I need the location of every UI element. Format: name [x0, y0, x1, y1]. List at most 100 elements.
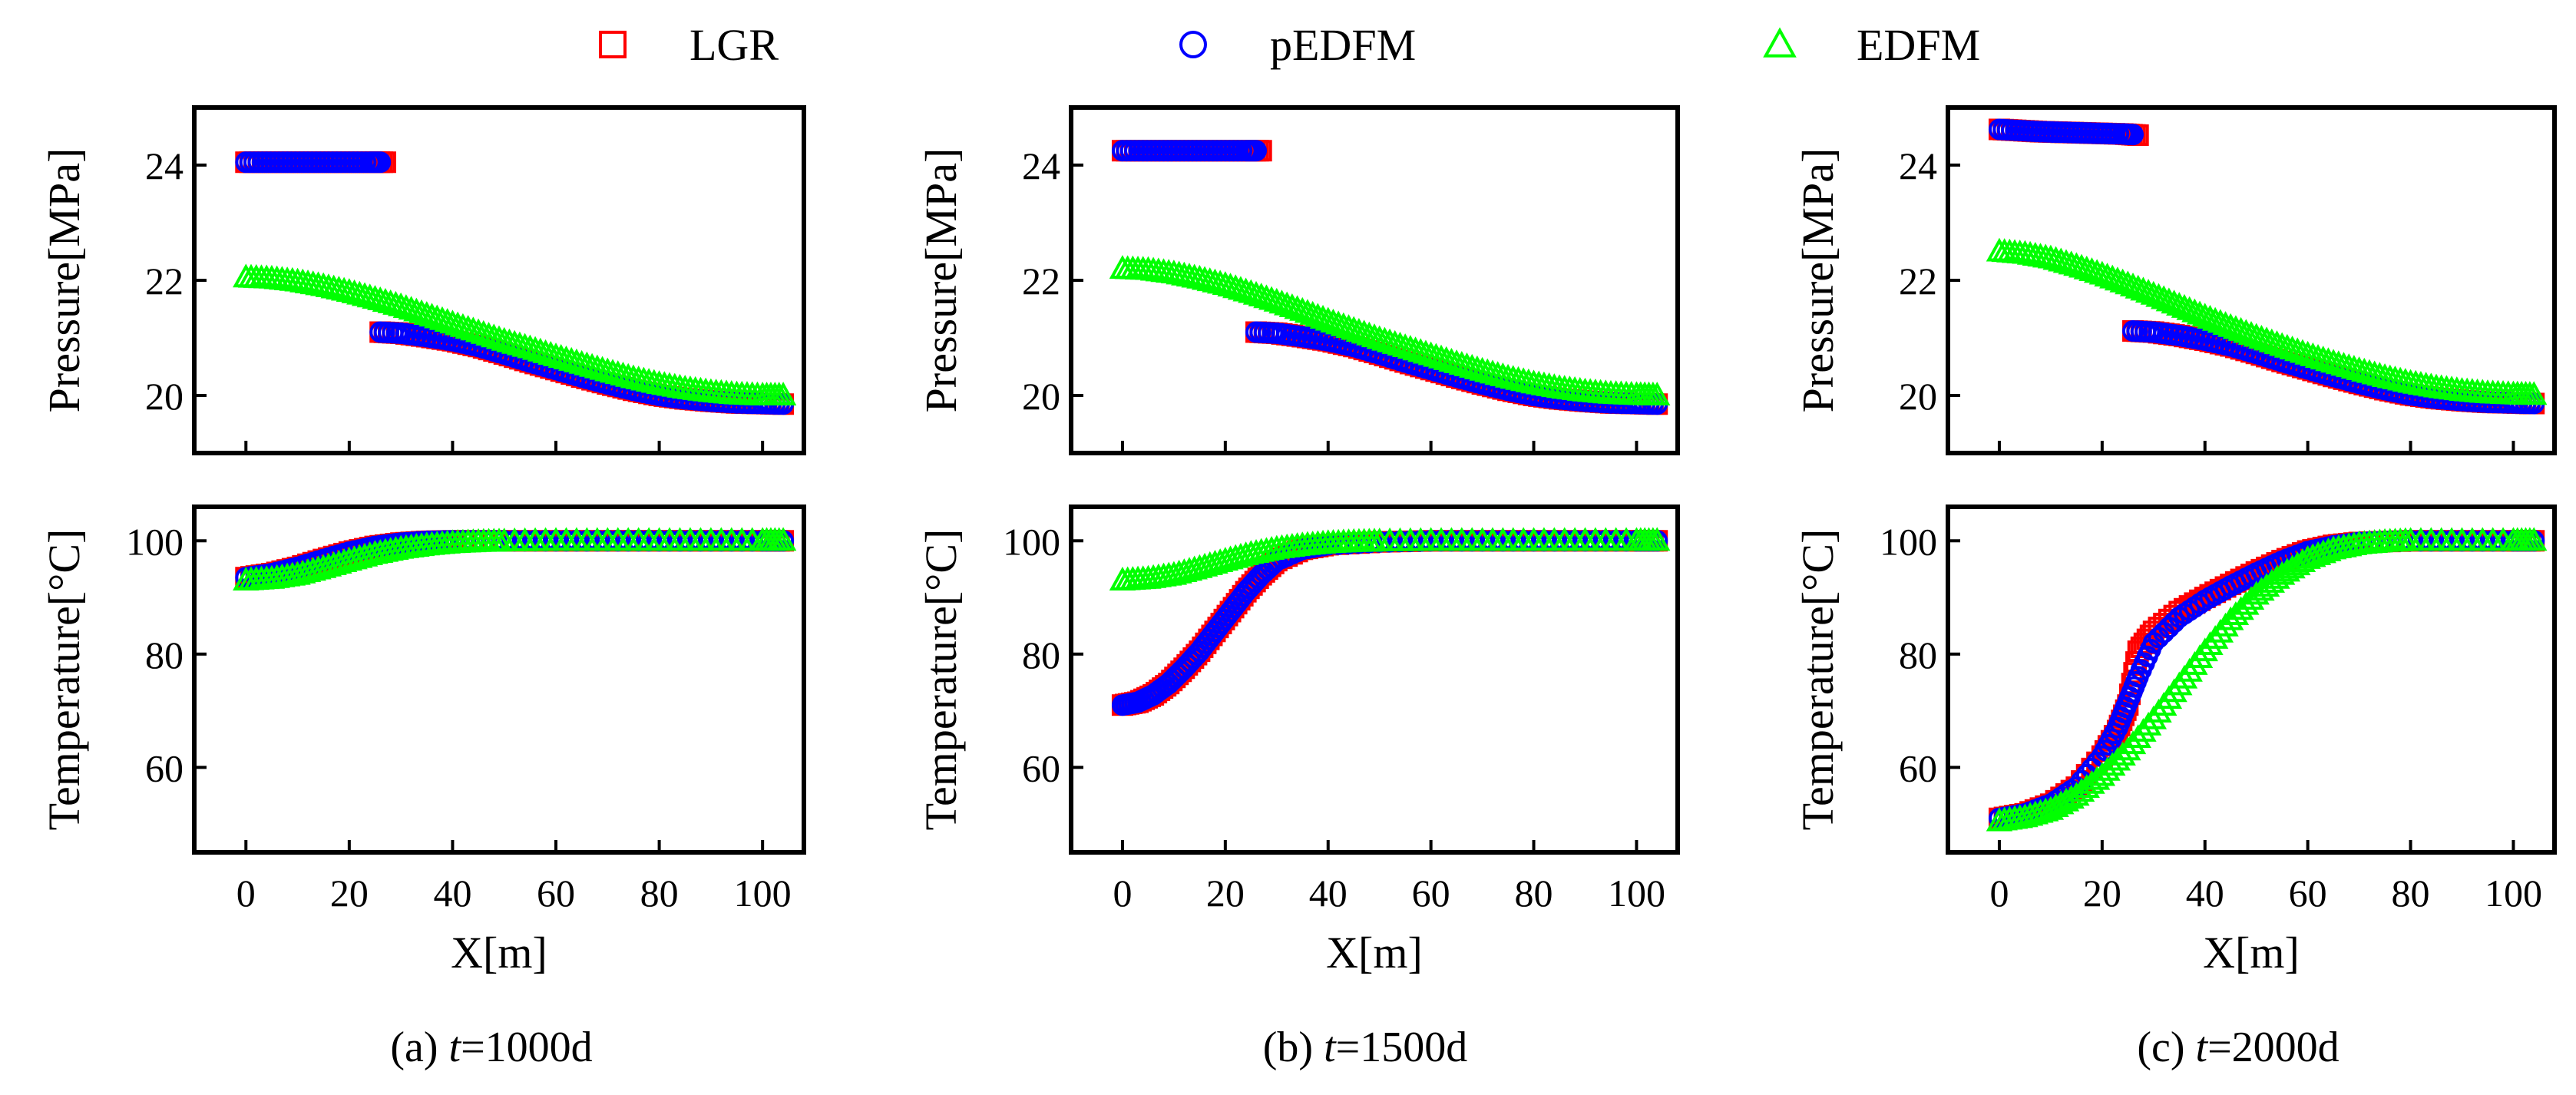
data-point-edfm [2197, 305, 2224, 329]
series-edfm [1109, 527, 1671, 591]
y-axis-title-c-temperature: Temperature[°C] [1793, 529, 1843, 831]
y-tick-label: 100 [1003, 520, 1060, 563]
x-tick-label: 40 [433, 872, 471, 915]
data-point-edfm [2227, 316, 2254, 341]
data-point-edfm [1644, 382, 1671, 406]
data-point-edfm [2222, 315, 2250, 339]
panel-c-pressure: 20 22 24 Pressure[MPa] [1793, 105, 2557, 455]
plot-area-a-temperature [233, 527, 797, 591]
data-point-edfm [1289, 296, 1316, 321]
panel-a-temperature: 0 20 40 60 80 100 60 80 100 Temperature[°C] X[m] [39, 504, 806, 978]
data-point-edfm [1644, 527, 1671, 551]
plot-area-b-temperature [1109, 527, 1671, 716]
x-tick-label: 60 [537, 872, 575, 915]
x-axis-title-a-temperature: X[m] [451, 928, 547, 978]
x-tick-label: 20 [330, 872, 369, 915]
legend-item-lgr: LGR [599, 20, 779, 70]
data-point-edfm [2109, 268, 2136, 293]
data-point-edfm [2094, 263, 2121, 287]
data-point-edfm [2130, 276, 2157, 301]
x-tick-label: 0 [1113, 872, 1132, 915]
legend-label-lgr: LGR [689, 20, 779, 70]
data-point-pedfm [2122, 124, 2144, 146]
data-point-edfm [1305, 303, 1331, 327]
data-point-edfm [1309, 305, 1337, 329]
data-point-edfm [2088, 260, 2116, 285]
data-point-edfm [2248, 577, 2275, 601]
x-tick-label: 100 [734, 872, 792, 915]
y-tick-label: 20 [1899, 375, 1937, 418]
data-point-pedfm [1245, 140, 1268, 162]
plot-area-a-pressure [233, 151, 797, 415]
data-point-edfm [2104, 266, 2131, 291]
legend-label-pedfm: pEDFM [1270, 20, 1416, 70]
x-tick-label: 0 [1989, 872, 2009, 915]
captions: (a) t=1000d (b) t=1500d (c) t=2000d [390, 1024, 2339, 1071]
data-point-edfm [2212, 311, 2239, 336]
data-point-edfm [2161, 289, 2187, 314]
data-point-edfm [2099, 264, 2126, 289]
data-point-edfm [2237, 321, 2265, 345]
y-tick-label: 60 [1899, 746, 1937, 789]
y-tick-label: 60 [1022, 746, 1060, 789]
y-tick-label: 80 [1022, 634, 1060, 677]
data-point-edfm [2145, 283, 2172, 307]
data-point-edfm [2176, 296, 2203, 320]
x-tick-label: 80 [640, 872, 679, 915]
data-point-edfm [2150, 285, 2178, 309]
x-tick-label: 80 [2392, 872, 2430, 915]
series-edfm [233, 527, 797, 591]
plot-area-c-temperature [1986, 527, 2548, 832]
panels: 20 22 24 Pressure[MPa] 0 20 40 60 80 100 60 80 100 Te… [39, 105, 2557, 978]
y-tick-label: 80 [1899, 634, 1937, 677]
data-point-edfm [2191, 303, 2218, 327]
data-point-edfm [2207, 309, 2234, 333]
data-point-edfm [2310, 539, 2336, 564]
data-point-pedfm [369, 151, 392, 174]
x-axis-title-c-temperature: X[m] [2203, 928, 2300, 978]
x-tick-label: 100 [1608, 872, 1665, 915]
x-tick-label: 60 [1412, 872, 1450, 915]
y-tick-label: 80 [145, 634, 184, 677]
data-point-edfm [2253, 573, 2280, 597]
caption-a: (a) t=1000d [390, 1024, 592, 1071]
x-tick-label: 40 [1309, 872, 1348, 915]
legend-marker-edfm [1763, 27, 1797, 58]
legend: LGR pEDFM EDFM [599, 20, 1980, 70]
legend-marker-pedfm [1179, 31, 1207, 58]
series-edfm [1986, 527, 2548, 832]
series-edfm [1109, 255, 1671, 406]
data-point-edfm [769, 527, 797, 551]
y-tick-label: 24 [1899, 144, 1937, 187]
y-tick-label: 24 [1022, 144, 1060, 187]
y-tick-label: 100 [126, 520, 184, 563]
data-point-edfm [2078, 769, 2105, 794]
y-axis-title-b-temperature: Temperature[°C] [916, 529, 966, 831]
legend-item-pedfm: pEDFM [1179, 20, 1416, 70]
y-tick-label: 24 [145, 144, 184, 187]
data-point-edfm [2201, 306, 2229, 331]
y-axis-title-c-pressure: Pressure[MPa] [1793, 148, 1843, 413]
data-point-edfm [1284, 295, 1311, 319]
caption-c: (c) t=2000d [2137, 1024, 2339, 1071]
y-axis-title-a-pressure: Pressure[MPa] [39, 148, 89, 413]
y-tick-label: 100 [1880, 520, 1937, 563]
legend-marker-lgr [599, 31, 627, 58]
data-point-edfm [2063, 782, 2090, 806]
plot-area-c-pressure [1986, 118, 2548, 415]
data-point-edfm [2125, 274, 2151, 299]
panel-b-temperature: 0 20 40 60 80 100 60 80 100 Temperature[°C] X[m] [916, 504, 1680, 978]
data-point-edfm [2315, 537, 2342, 561]
axes-frame-a-temperature [192, 504, 806, 855]
data-point-edfm [2243, 581, 2270, 605]
y-tick-label: 22 [1899, 260, 1937, 303]
series-edfm [233, 263, 797, 406]
axes-frame-b-temperature [1069, 504, 1680, 855]
y-tick-label: 22 [145, 260, 184, 303]
x-tick-label: 80 [1515, 872, 1553, 915]
data-point-edfm [2186, 300, 2214, 325]
data-point-edfm [2140, 280, 2167, 305]
y-axis-title-b-pressure: Pressure[MPa] [916, 148, 966, 413]
y-tick-label: 60 [145, 746, 184, 789]
